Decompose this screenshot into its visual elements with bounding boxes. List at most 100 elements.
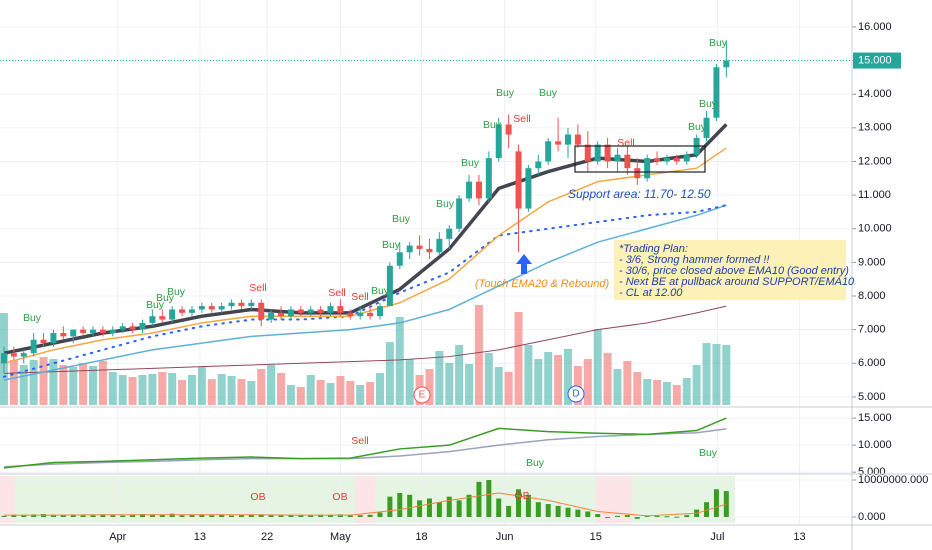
oscillator-bar: [496, 498, 502, 518]
signal-label: Buy: [699, 447, 718, 459]
oscillator-bar: [575, 509, 581, 518]
candle-body: [169, 309, 176, 320]
volume-bar: [178, 380, 187, 405]
oscillator-bar: [90, 515, 96, 518]
oscillator-bar: [337, 514, 343, 518]
candle-body: [723, 60, 730, 68]
candle-body: [307, 309, 314, 313]
oscillator-bar: [357, 515, 363, 518]
y-tick-label: 7.000: [858, 324, 886, 336]
volume-bar: [187, 375, 196, 405]
candle-body: [416, 245, 423, 249]
candle-body: [555, 141, 562, 145]
line: [3, 123, 728, 355]
y-tick-label: 12.000: [858, 155, 892, 167]
support-label: Support area: 11.70- 12.50: [568, 187, 711, 201]
volume-bar: [197, 367, 206, 405]
candle-body: [20, 353, 27, 357]
volume-bar: [98, 361, 107, 405]
note-line: - Next BE at pullback around SUPPORT/EMA…: [619, 276, 855, 288]
event-label: E: [419, 390, 426, 401]
oscillator-bar: [169, 513, 175, 518]
volume-bar: [405, 359, 414, 405]
oscillator-bar: [545, 504, 551, 518]
candle-body: [238, 302, 245, 307]
oscillator-bar: [11, 514, 17, 518]
volume-bar: [49, 359, 58, 405]
volume-bar: [455, 345, 464, 405]
volume-bar: [484, 353, 493, 405]
volume-bar: [227, 376, 236, 405]
note-line: - 30/6, price closed above EMA10 (Good e…: [619, 265, 849, 277]
oscillator-bar: [713, 489, 719, 518]
candle-body: [80, 329, 87, 334]
volume-bar: [534, 359, 543, 405]
volume-bar: [722, 345, 731, 405]
candle-body: [99, 329, 106, 334]
y-tick-label: 6.000: [858, 357, 886, 369]
oscillator-bar: [248, 514, 254, 518]
candle-body: [525, 168, 532, 209]
oscillator-bar: [704, 502, 710, 518]
volume-bar: [257, 369, 266, 405]
oscillator-bar: [229, 515, 235, 518]
candle-body: [673, 158, 680, 162]
event-marker[interactable]: [567, 385, 585, 403]
oscillator-bar: [466, 494, 472, 518]
oscillator-bar: [199, 514, 205, 518]
signal-label: Buy: [23, 312, 42, 324]
candle-body: [90, 329, 97, 334]
zone: [0, 476, 15, 523]
candle-body: [129, 326, 136, 330]
candle-body: [376, 306, 383, 317]
candle-body: [485, 158, 492, 199]
x-tick-label: Apr: [109, 531, 126, 543]
signal-label: Sell: [513, 113, 531, 125]
volume-bar: [346, 381, 355, 405]
volume-bar: [613, 369, 622, 405]
event-marker[interactable]: [413, 386, 431, 404]
volume-bar: [237, 379, 246, 405]
last-price-box: [853, 52, 901, 69]
candle-body: [545, 141, 552, 162]
oscillator-bar: [120, 515, 126, 518]
candle-body: [278, 312, 285, 317]
x-tick-label: May: [330, 531, 351, 543]
oscillator-bar: [555, 505, 561, 518]
oscillator-bar: [159, 514, 165, 518]
candle-body: [594, 144, 601, 162]
signal-label: Buy: [156, 292, 175, 304]
volume-bar: [395, 317, 404, 405]
volume-bar: [375, 373, 384, 405]
oscillator-bar: [238, 515, 244, 518]
signal-label: Sell: [249, 282, 267, 294]
volume-bar: [118, 375, 127, 405]
line: [3, 428, 727, 468]
oscillator-bar: [525, 494, 531, 518]
volume-bar: [603, 353, 612, 405]
candle-body: [614, 154, 621, 162]
volume-bar: [385, 342, 394, 405]
y-tick-label: 11.000: [858, 189, 891, 201]
line: [3, 417, 727, 469]
oscillator-bar: [486, 479, 492, 518]
candle-body: [248, 302, 255, 307]
signal-label: Buy: [436, 198, 455, 210]
volume-bar: [326, 383, 335, 405]
oscillator-bar: [110, 515, 116, 518]
signal-label: Buy: [483, 119, 502, 131]
oscillator-bar: [595, 514, 601, 518]
volume-bar: [277, 373, 286, 405]
oscillator-bar: [31, 514, 37, 518]
candle-body: [0, 353, 7, 364]
oscillator-bar: [189, 514, 195, 518]
oscillator-bar: [209, 515, 215, 518]
volume-bar: [682, 378, 691, 405]
volume-bar: [494, 367, 503, 405]
oscillator-background: [0, 476, 735, 523]
y-tick-label: 9.000: [858, 256, 886, 268]
x-tick-label: 22: [261, 531, 273, 543]
volume-bar: [702, 343, 711, 405]
candle-body: [198, 306, 205, 310]
